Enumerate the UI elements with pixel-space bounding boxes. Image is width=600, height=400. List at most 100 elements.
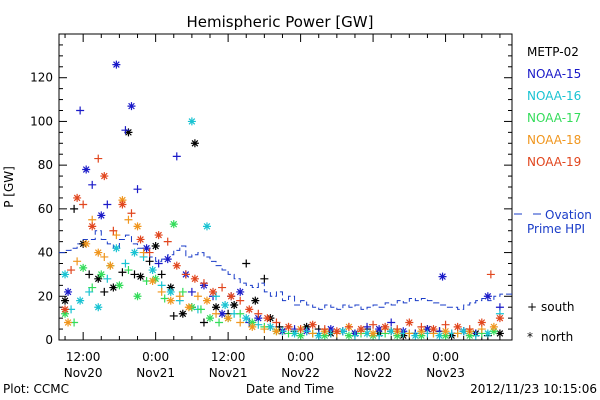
legend-symbol: * — [527, 330, 533, 344]
data-point — [103, 274, 112, 283]
data-point — [236, 287, 245, 296]
x-tick-date-label: Nov21 — [209, 366, 248, 380]
series-noaa-16 — [61, 117, 504, 340]
data-point — [221, 301, 230, 310]
data-point — [254, 309, 263, 318]
data-point — [308, 329, 317, 338]
legend-ovation-line2: Prime HPI — [527, 222, 585, 236]
data-point — [97, 270, 106, 279]
data-point — [193, 292, 202, 301]
data-point — [130, 270, 139, 279]
data-point — [275, 322, 284, 331]
data-point — [387, 318, 396, 327]
data-point — [369, 329, 378, 338]
data-point — [218, 309, 227, 318]
data-point — [163, 255, 172, 264]
data-point — [169, 220, 178, 229]
data-point — [160, 294, 169, 303]
data-point — [393, 325, 402, 334]
legend-symbol-label: north — [541, 330, 573, 344]
x-tick-time-label: 12:00 — [66, 350, 101, 364]
data-point — [61, 296, 70, 305]
data-point — [236, 309, 245, 318]
data-point — [127, 102, 136, 111]
data-point — [109, 226, 118, 235]
data-point — [405, 318, 414, 327]
data-point — [157, 287, 166, 296]
data-point — [79, 263, 88, 272]
data-point — [109, 283, 118, 292]
x-tick-time-label: 0:00 — [432, 350, 459, 364]
data-point — [326, 325, 335, 334]
data-point — [212, 292, 221, 301]
footer-left: Plot: CCMC — [3, 382, 69, 396]
data-point — [308, 320, 317, 329]
data-point — [242, 314, 251, 323]
data-point — [483, 292, 492, 301]
data-point — [296, 325, 305, 334]
data-point — [393, 331, 402, 340]
data-point — [495, 314, 504, 323]
data-point — [70, 204, 79, 213]
y-tick-label: 60 — [38, 202, 53, 216]
data-point — [148, 276, 157, 285]
data-point — [97, 211, 106, 220]
data-point — [227, 292, 236, 301]
data-point — [88, 180, 97, 189]
data-point — [118, 200, 127, 209]
data-point — [405, 329, 414, 338]
x-tick-time-label: 0:00 — [287, 350, 314, 364]
data-point — [272, 327, 281, 336]
data-point — [115, 281, 124, 290]
series-marks — [61, 60, 504, 340]
ovation-line — [59, 230, 512, 310]
data-point — [296, 331, 305, 340]
data-point — [85, 270, 94, 279]
data-point — [477, 318, 486, 327]
data-point — [190, 274, 199, 283]
data-point — [320, 325, 329, 334]
data-point — [187, 117, 196, 126]
data-point — [178, 287, 187, 296]
data-point — [489, 327, 498, 336]
data-point — [145, 257, 154, 266]
data-point — [254, 314, 263, 323]
x-tick-date-label: Nov22 — [281, 366, 320, 380]
data-point — [127, 209, 136, 218]
data-point — [64, 318, 73, 327]
data-point — [206, 314, 214, 323]
x-tick-time-label: 12:00 — [211, 350, 246, 364]
data-point — [166, 287, 175, 296]
data-point — [363, 329, 372, 338]
data-point — [236, 296, 245, 305]
legend-entry: NOAA-16 — [527, 89, 581, 103]
legend-symbol-label: south — [541, 300, 575, 314]
chart-title: Hemispheric Power [GW] — [187, 13, 374, 31]
data-point — [212, 309, 221, 318]
data-point — [151, 242, 160, 251]
data-point — [88, 283, 97, 292]
data-point — [215, 318, 224, 327]
data-point — [112, 231, 121, 240]
data-point — [302, 322, 311, 331]
data-point — [263, 314, 272, 323]
series-noaa-18 — [64, 196, 498, 338]
data-point — [73, 193, 82, 202]
data-point — [417, 327, 426, 336]
data-point — [417, 331, 426, 340]
data-point — [145, 248, 154, 257]
data-point — [266, 322, 275, 331]
data-point — [483, 329, 492, 338]
data-point — [344, 322, 353, 331]
data-point — [82, 239, 91, 248]
y-tick-label: 100 — [30, 114, 53, 128]
data-point — [245, 305, 254, 314]
data-point — [212, 303, 221, 312]
data-point — [124, 215, 133, 224]
series-noaa-17 — [61, 220, 498, 340]
data-point — [85, 287, 94, 296]
data-point — [224, 314, 233, 323]
data-point — [100, 252, 109, 261]
data-point — [106, 261, 115, 270]
data-point — [100, 287, 109, 296]
